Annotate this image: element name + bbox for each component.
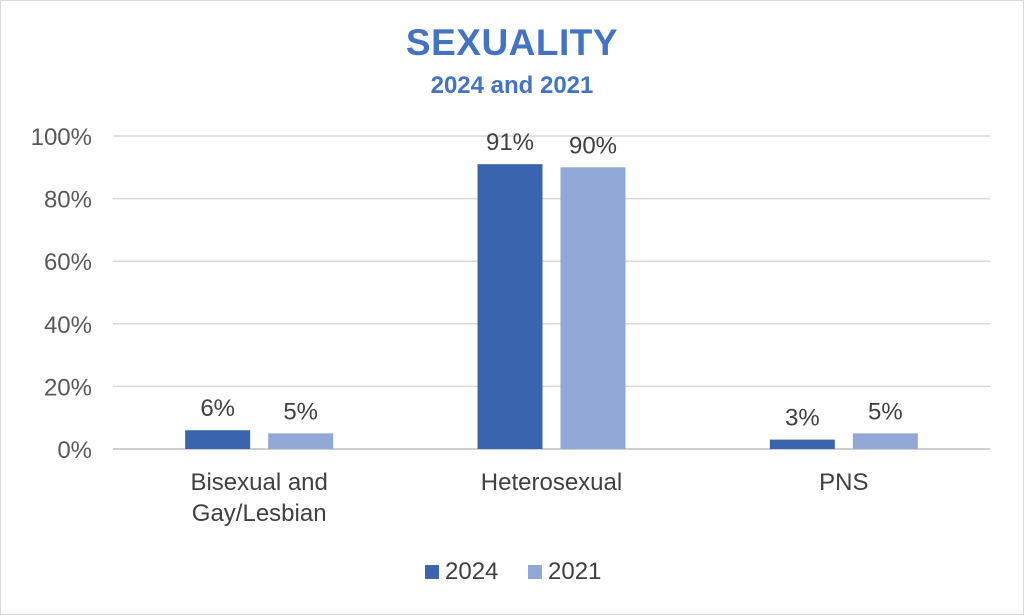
x-category-label: PNS [819,469,868,496]
x-axis: Bisexual and Gay/Lesbian Heterosexual PNS [190,469,868,527]
data-label: 6% [200,395,235,422]
data-label: 91% [486,129,534,156]
data-label: 5% [868,398,903,425]
bars [185,164,918,450]
legend-label-2021: 2021 [548,558,601,585]
data-label: 3% [785,405,820,432]
bar-2024-0 [185,430,251,449]
y-tick-label: 40% [44,312,92,339]
bar-2021-1 [560,167,626,450]
x-category-label: Heterosexual [481,469,622,496]
y-tick-label: 60% [44,249,92,276]
bar-2021-2 [852,433,918,449]
data-label: 5% [283,398,318,425]
y-tick-label: 0% [57,437,92,464]
chart-title: SEXUALITY [405,22,619,63]
data-label: 90% [569,132,617,159]
y-tick-label: 80% [44,187,92,214]
bar-2024-1 [477,164,543,450]
legend: 2024 2021 [425,558,601,585]
chart-subtitle: 2024 and 2021 [430,72,594,99]
data-labels: 6% 5% 91% 90% 3% 5% [200,129,902,431]
y-tick-label: 20% [44,374,92,401]
bar-2021-0 [268,433,334,449]
legend-swatch-2024 [425,565,439,579]
x-category-label: Bisexual and [190,469,327,496]
bar-2024-2 [769,439,835,449]
x-category-label: Gay/Lesbian [192,500,327,527]
y-axis: 0% 20% 40% 60% 80% 100% [31,124,92,464]
legend-swatch-2021 [528,565,542,579]
y-tick-label: 100% [31,124,92,151]
legend-label-2024: 2024 [445,558,498,585]
gridlines [113,135,990,450]
